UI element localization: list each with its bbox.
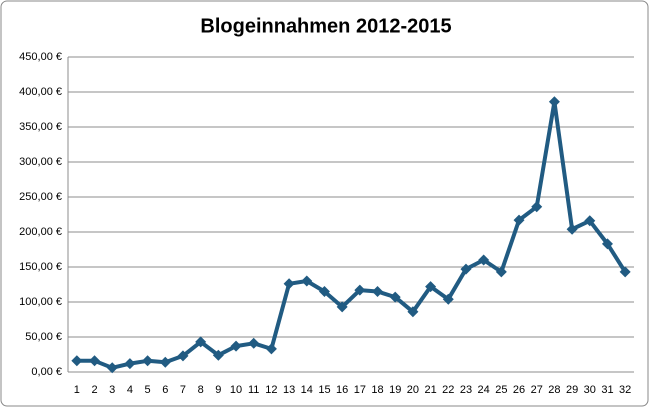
- x-tick-label: 19: [389, 384, 401, 396]
- marker: [407, 306, 419, 318]
- x-tick-label: 1: [74, 384, 80, 396]
- x-tick-label: 28: [548, 384, 560, 396]
- marker: [142, 355, 154, 367]
- y-tick-label: 0,00 €: [31, 366, 62, 378]
- x-tick-label: 8: [198, 384, 204, 396]
- x-tick-label: 7: [180, 384, 186, 396]
- x-tick-label: 31: [601, 384, 613, 396]
- x-tick-label: 9: [215, 384, 221, 396]
- x-tick-label: 24: [478, 384, 490, 396]
- marker: [248, 337, 260, 349]
- x-tick-label: 14: [301, 384, 313, 396]
- x-tick-label: 17: [354, 384, 366, 396]
- marker: [566, 223, 578, 235]
- marker: [318, 286, 330, 297]
- marker: [89, 355, 101, 367]
- marker: [336, 301, 348, 313]
- y-tick-label: 250,00 €: [19, 191, 62, 203]
- x-tick-label: 32: [619, 384, 631, 396]
- x-tick-label: 10: [230, 384, 242, 396]
- x-tick-label: 4: [127, 384, 133, 396]
- x-tick-label: 2: [91, 384, 97, 396]
- marker: [230, 340, 242, 352]
- x-tick-label: 6: [162, 384, 168, 396]
- x-tick-label: 23: [460, 384, 472, 396]
- y-tick-label: 150,00 €: [19, 261, 62, 273]
- marker: [159, 356, 171, 368]
- x-tick-label: 3: [109, 384, 115, 396]
- marker: [283, 278, 295, 290]
- x-tick-label: 13: [283, 384, 295, 396]
- marker: [124, 358, 136, 370]
- marker: [265, 343, 277, 355]
- x-tick-label: 26: [513, 384, 525, 396]
- marker: [354, 284, 366, 296]
- marker: [177, 350, 189, 362]
- marker: [601, 238, 613, 250]
- marker: [301, 275, 313, 287]
- x-tick-label: 25: [495, 384, 507, 396]
- marker: [619, 266, 631, 278]
- marker: [548, 96, 560, 108]
- marker: [106, 362, 118, 374]
- x-tick-label: 30: [584, 384, 596, 396]
- marker: [531, 201, 543, 213]
- x-tick-label: 29: [566, 384, 578, 396]
- x-tick-label: 5: [145, 384, 151, 396]
- x-tick-label: 11: [248, 384, 259, 396]
- x-tick-label: 21: [424, 384, 436, 396]
- x-tick-label: 22: [442, 384, 454, 396]
- y-tick-label: 300,00 €: [19, 156, 62, 168]
- y-tick-label: 100,00 €: [19, 296, 62, 308]
- marker: [460, 263, 472, 275]
- marker: [513, 214, 525, 226]
- y-tick-label: 50,00 €: [25, 331, 62, 343]
- marker: [425, 281, 437, 293]
- x-tick-label: 27: [531, 384, 543, 396]
- x-tick-label: 16: [336, 384, 348, 396]
- marker: [495, 266, 507, 278]
- marker: [389, 291, 401, 303]
- x-tick-label: 18: [371, 384, 383, 396]
- y-tick-label: 450,00 €: [19, 51, 62, 63]
- y-tick-label: 400,00 €: [19, 86, 62, 98]
- marker: [478, 254, 490, 266]
- marker: [195, 336, 207, 348]
- marker: [212, 349, 224, 361]
- chart-title: Blogeinnahmen 2012-2015: [200, 15, 451, 37]
- y-tick-label: 350,00 €: [19, 121, 62, 133]
- marker: [71, 355, 83, 367]
- marker: [442, 293, 454, 305]
- marker: [372, 286, 384, 297]
- y-tick-label: 200,00 €: [19, 226, 62, 238]
- x-tick-label: 12: [265, 384, 277, 396]
- marker: [584, 215, 596, 227]
- x-tick-label: 20: [407, 384, 419, 396]
- x-tick-label: 15: [318, 384, 330, 396]
